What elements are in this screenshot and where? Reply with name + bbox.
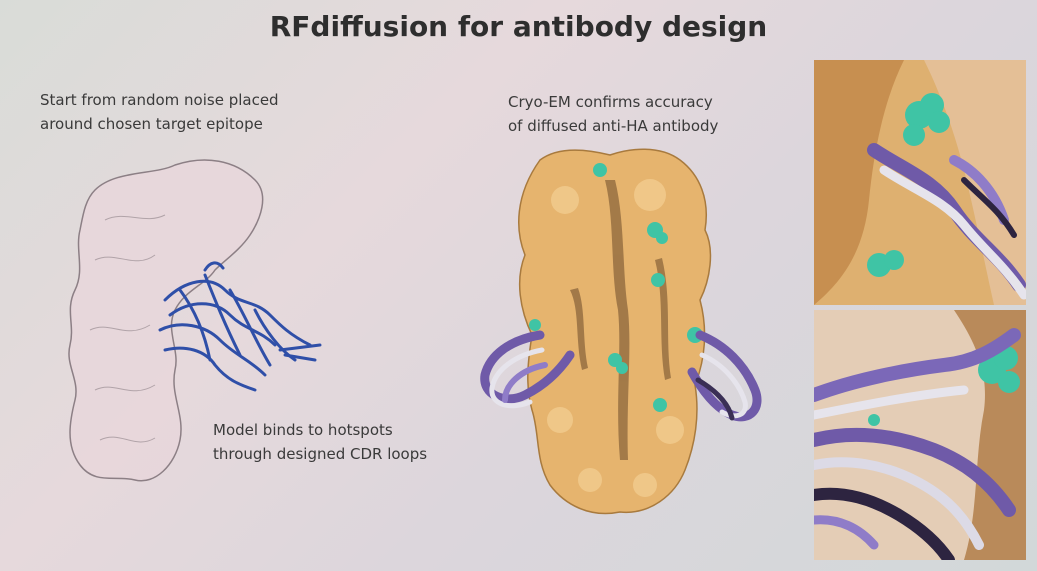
target-protein-surface xyxy=(68,159,264,482)
zoom-bottom-figure xyxy=(814,310,1026,560)
middle-caption-line-2: of diffused anti-HA antibody xyxy=(508,117,719,135)
left-caption: Start from random noise placed around ch… xyxy=(40,88,340,136)
ha-surface-shadows xyxy=(570,180,671,460)
cryo-em-ha-figure xyxy=(480,148,762,515)
middle-caption: Cryo-EM confirms accuracy of diffused an… xyxy=(508,90,768,138)
target-and-antibody-figure xyxy=(68,159,322,482)
left-caption-line-2: around chosen target epitope xyxy=(40,115,263,133)
antibody-blue-structure xyxy=(158,261,322,392)
ha-surface-highlights xyxy=(547,179,684,497)
zoom-panel-top xyxy=(814,60,1026,305)
hotspot-residues xyxy=(529,163,703,412)
bottom-caption-line-1: Model binds to hotspots xyxy=(213,421,393,439)
zoom-top-figure xyxy=(814,60,1026,305)
zoom-panel-bottom xyxy=(814,310,1026,560)
bottom-caption: Model binds to hotspots through designed… xyxy=(213,418,473,466)
middle-caption-line-1: Cryo-EM confirms accuracy xyxy=(508,93,713,111)
antibody-loops-right xyxy=(687,330,762,422)
left-caption-line-1: Start from random noise placed xyxy=(40,91,279,109)
target-surface-detail xyxy=(89,214,166,443)
antibody-loops-left xyxy=(480,330,575,409)
bottom-caption-line-2: through designed CDR loops xyxy=(213,445,428,463)
slide-title: RFdiffusion for antibody design xyxy=(269,10,768,43)
